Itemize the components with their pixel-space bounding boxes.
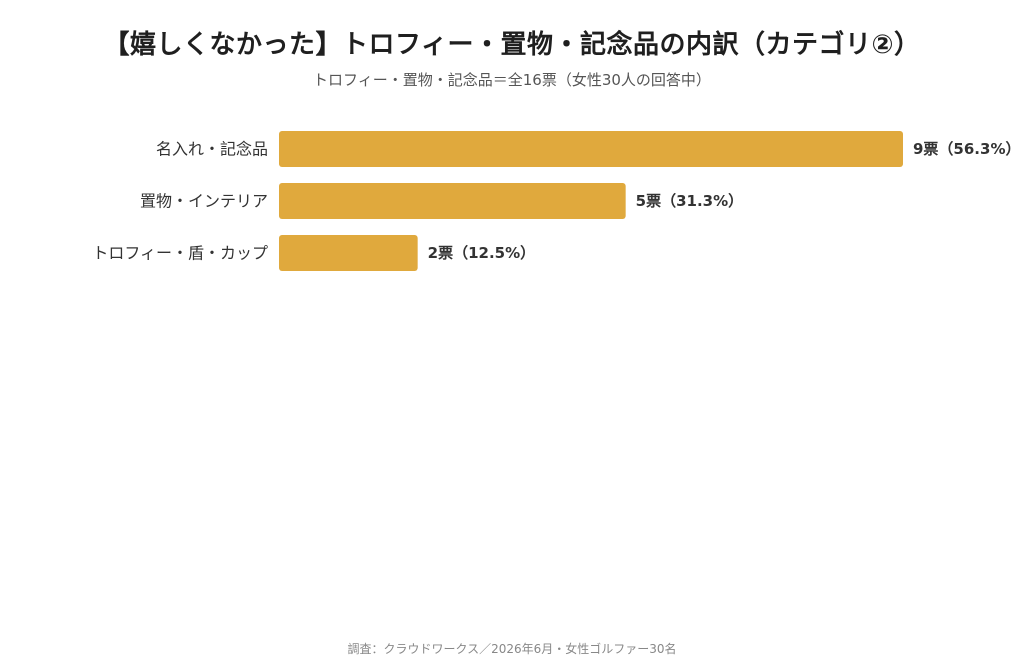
category-label: トロフィー・盾・カップ xyxy=(92,244,268,263)
category-label: 置物・インテリア xyxy=(140,192,268,211)
chart-subtitle: トロフィー・置物・記念品＝全16票（女性30人の回答中） xyxy=(313,71,711,89)
value-label: 2票（12.5%） xyxy=(428,244,535,262)
bar xyxy=(279,131,903,167)
chart-title: 【嬉しくなかった】トロフィー・置物・記念品の内訳（カテゴリ②） xyxy=(103,30,921,60)
value-label: 9票（56.3%） xyxy=(913,140,1020,158)
value-label: 5票（31.3%） xyxy=(636,192,743,210)
category-label: 名入れ・記念品 xyxy=(156,140,268,159)
bar xyxy=(279,183,626,219)
chart-source: 調査：クラウドワークス／2026年6月・女性ゴルファー30名 xyxy=(347,642,677,656)
bar xyxy=(279,235,418,271)
